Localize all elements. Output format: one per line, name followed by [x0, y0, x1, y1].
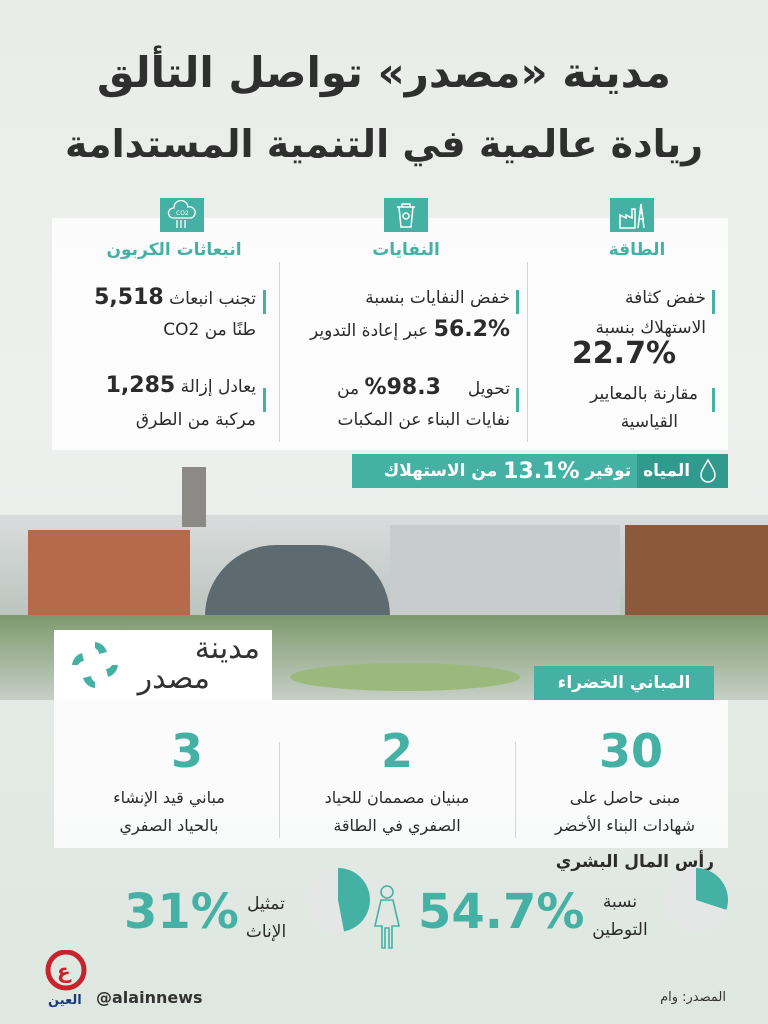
source-credit: المصدر: وام — [660, 990, 726, 1005]
alain-logo: ع العين — [45, 950, 87, 1008]
carbon-title: انبعاثات الكربون — [106, 240, 242, 260]
waste-value: 56.2% — [433, 317, 510, 342]
localization-label: نسبة التوطين — [592, 892, 648, 940]
carbon-text: مركبة من الطرق — [135, 410, 256, 430]
svg-text:ع: ع — [57, 959, 72, 983]
energy-text: خفض كثافة — [625, 288, 706, 308]
carbon-text: طنًا من CO2 — [163, 320, 256, 340]
female-pie — [306, 868, 370, 932]
water-banner: المياه توفير 13.1% من الاستهلاك — [352, 454, 728, 488]
energy-title: الطاقة — [608, 240, 666, 260]
female-value: 31% — [124, 884, 239, 940]
carbon-text: تجنب انبعاث — [169, 289, 256, 309]
pie-slice — [338, 868, 370, 932]
water-title: المياه — [643, 461, 691, 481]
masdar-logo: مدينة مصدر — [54, 630, 272, 700]
water-text: توفير — [585, 461, 632, 481]
carbon-text: يعادل إزالة — [180, 377, 256, 397]
waste-text: عبر إعادة التدوير — [310, 321, 429, 341]
female-person-icon — [373, 885, 401, 949]
green-buildings-card — [54, 700, 728, 848]
energy-text: القياسية — [620, 412, 678, 432]
waste-text: خفض النفايات بنسبة — [365, 288, 510, 308]
green-buildings-title: المباني الخضراء — [534, 666, 714, 700]
page-title: مدينة «مصدر» تواصل التألق — [97, 48, 671, 97]
co2-cloud-icon: CO2 — [160, 198, 204, 232]
accent-bar — [712, 290, 715, 314]
accent-bar — [712, 388, 715, 412]
svg-text:CO2: CO2 — [176, 210, 189, 217]
divider — [527, 262, 528, 442]
stats-card — [52, 218, 728, 450]
waste-title: النفايات — [372, 240, 440, 260]
carbon-value: 5,518 — [94, 285, 164, 310]
recycle-bin-icon — [384, 198, 428, 232]
waste-value: 98.3% — [364, 375, 441, 400]
green-stat-value: 30 — [598, 724, 663, 778]
logo-text: مصدر — [137, 661, 210, 696]
human-capital-title: رأس المال البشري — [555, 852, 714, 872]
page-subtitle: ريادة عالمية في التنمية المستدامة — [65, 122, 703, 166]
localization-value: 54.7% — [418, 884, 585, 940]
waste-text: من — [337, 379, 360, 399]
green-stat-value: 3 — [170, 724, 203, 778]
green-stat-value: 2 — [380, 724, 413, 778]
accent-bar — [516, 290, 519, 314]
carbon-value: 1,285 — [105, 373, 176, 398]
masdar-city-photo — [0, 465, 768, 700]
accent-bar — [263, 290, 266, 314]
masdar-swirl-icon — [72, 642, 118, 688]
pie-slice — [696, 868, 728, 910]
green-stat-text: مباني قيد الإنشاء بالحياد الصفري — [113, 788, 225, 835]
power-plant-icon — [610, 198, 654, 232]
accent-bar — [516, 388, 519, 412]
water-value: 13.1% — [503, 458, 580, 484]
localization-pie — [664, 868, 728, 932]
green-stat-text: مبنيان مصممان للحياد الصفري في الطاقة — [324, 788, 470, 835]
logo-text: مدينة — [194, 631, 260, 666]
svg-text:العين: العين — [48, 993, 82, 1008]
green-stat-text: مبنى حاصل على شهادات البناء الأخضر — [555, 788, 695, 835]
energy-value: 22.7% — [571, 336, 676, 371]
waste-text: تحويل — [467, 379, 510, 399]
water-text: من الاستهلاك — [383, 461, 498, 481]
waste-text: نفايات البناء عن المكبات — [337, 410, 511, 430]
divider — [279, 262, 280, 442]
social-handle: @alainnews — [96, 988, 203, 1007]
divider — [279, 742, 280, 838]
female-label: تمثيل الإناث — [245, 894, 287, 942]
accent-bar — [263, 388, 266, 412]
water-drop-icon — [700, 458, 716, 483]
energy-text: الاستهلاك بنسبة — [595, 318, 706, 338]
energy-text: مقارنة بالمعايير — [590, 384, 698, 404]
divider — [515, 742, 516, 838]
